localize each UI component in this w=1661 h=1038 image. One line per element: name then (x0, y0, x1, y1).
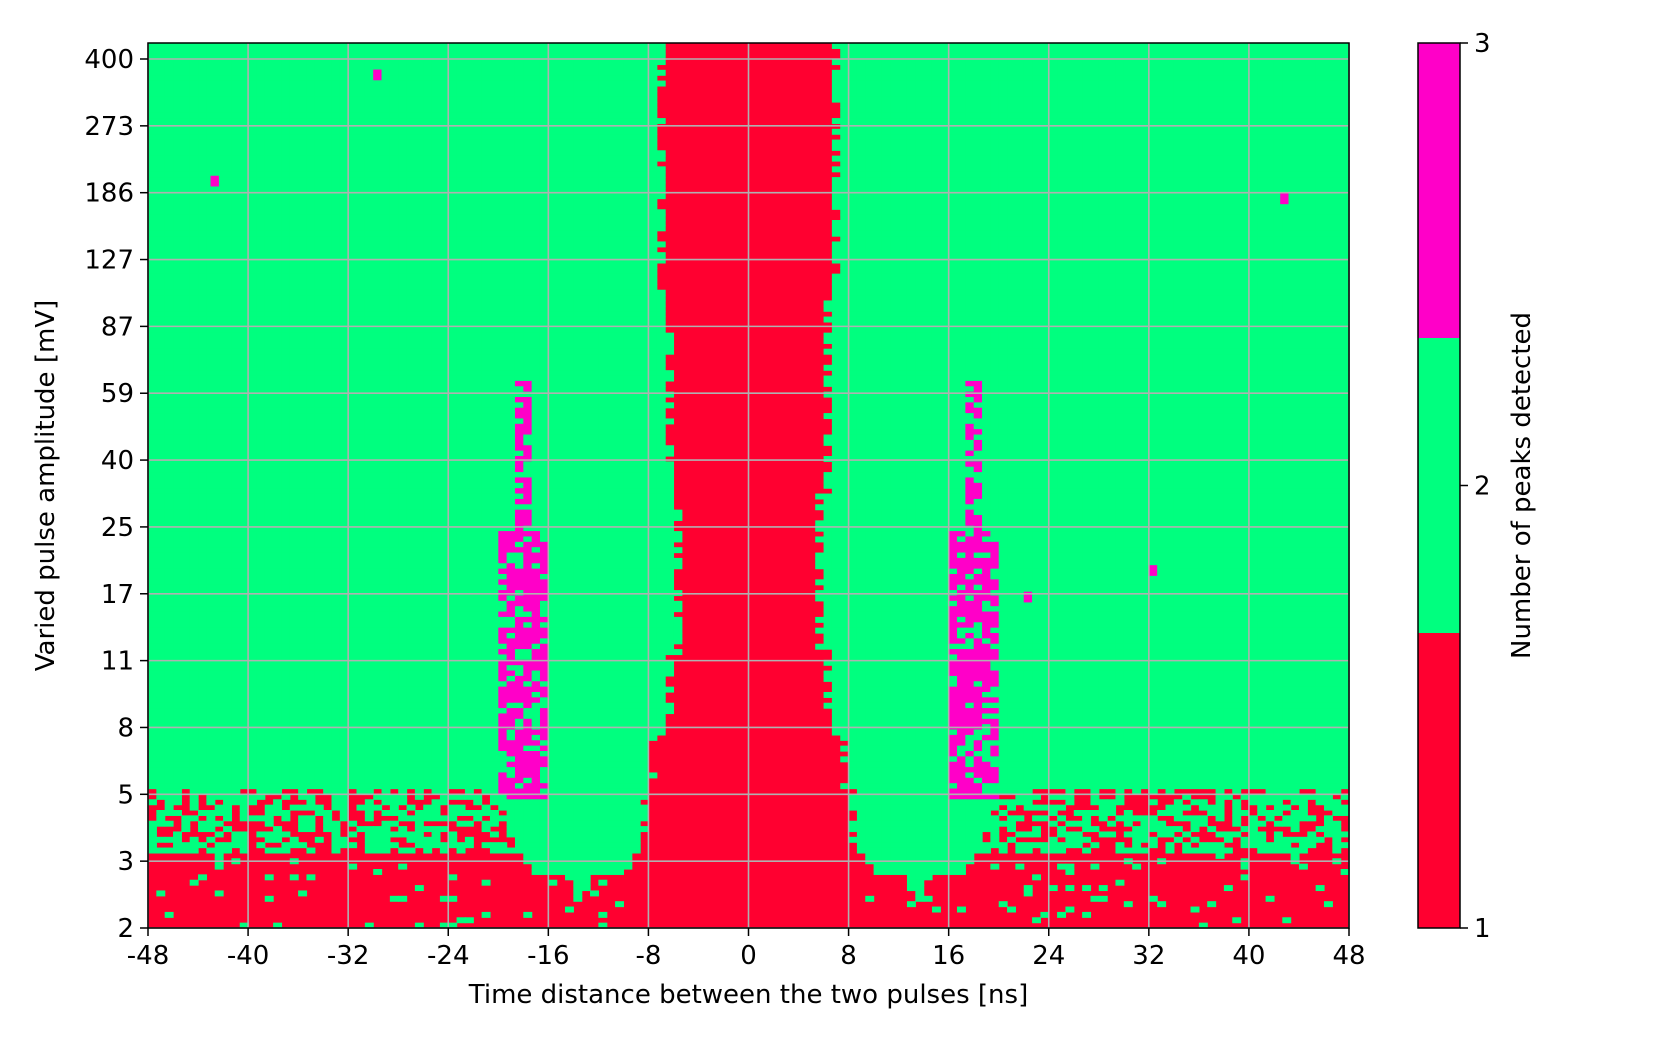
y-axis-ticks: 2 3 5 8 11 17 25 40 59 87 127 186 273 400 (84, 45, 148, 944)
x-tick-label: 16 (932, 941, 965, 971)
y-tick-label: 5 (117, 780, 134, 810)
x-tick-label: 8 (840, 941, 857, 971)
y-tick-label: 8 (117, 713, 134, 743)
colorbar (1417, 42, 1461, 929)
y-tick-label: 127 (84, 246, 134, 276)
y-tick-label: 87 (101, 312, 134, 342)
x-tick-label: -24 (427, 941, 469, 971)
colorbar-segment (1418, 43, 1460, 338)
x-tick-label: 24 (1032, 941, 1065, 971)
y-tick-label: 40 (101, 446, 134, 476)
x-tick-label: 48 (1332, 941, 1365, 971)
y-tick-label: 59 (101, 379, 134, 409)
y-axis-label: Varied pulse amplitude [mV] (31, 300, 61, 671)
x-tick-label: -40 (227, 941, 269, 971)
colorbar-tick-label: 3 (1474, 29, 1491, 59)
x-tick-label: 0 (740, 941, 757, 971)
grid-lines (147, 43, 1350, 929)
colorbar-label: Number of peaks detected (1507, 312, 1537, 659)
colorbar-ticks: 1 2 3 (1460, 29, 1491, 944)
x-tick-label: -48 (127, 941, 169, 971)
y-tick-label: 11 (101, 647, 134, 677)
colorbar-tick-label: 1 (1474, 914, 1491, 944)
y-tick-label: 400 (84, 45, 134, 75)
y-tick-label: 186 (84, 179, 134, 209)
y-tick-label: 2 (117, 914, 134, 944)
y-tick-label: 25 (101, 513, 134, 543)
x-tick-label: -8 (635, 941, 661, 971)
colorbar-segment (1418, 338, 1460, 633)
y-tick-label: 17 (101, 580, 134, 610)
colorbar-segment (1418, 633, 1460, 928)
y-tick-label: 3 (117, 847, 134, 877)
x-tick-label: 40 (1232, 941, 1265, 971)
x-axis-label: Time distance between the two pulses [ns… (468, 980, 1028, 1010)
x-tick-label: 32 (1132, 941, 1165, 971)
x-tick-label: -32 (327, 941, 369, 971)
x-axis-ticks: -48 -40 -32 -24 -16 -8 0 8 16 24 32 40 48 (127, 928, 1366, 971)
x-tick-label: -16 (527, 941, 569, 971)
y-tick-label: 273 (84, 112, 134, 142)
colorbar-tick-label: 2 (1474, 472, 1491, 502)
